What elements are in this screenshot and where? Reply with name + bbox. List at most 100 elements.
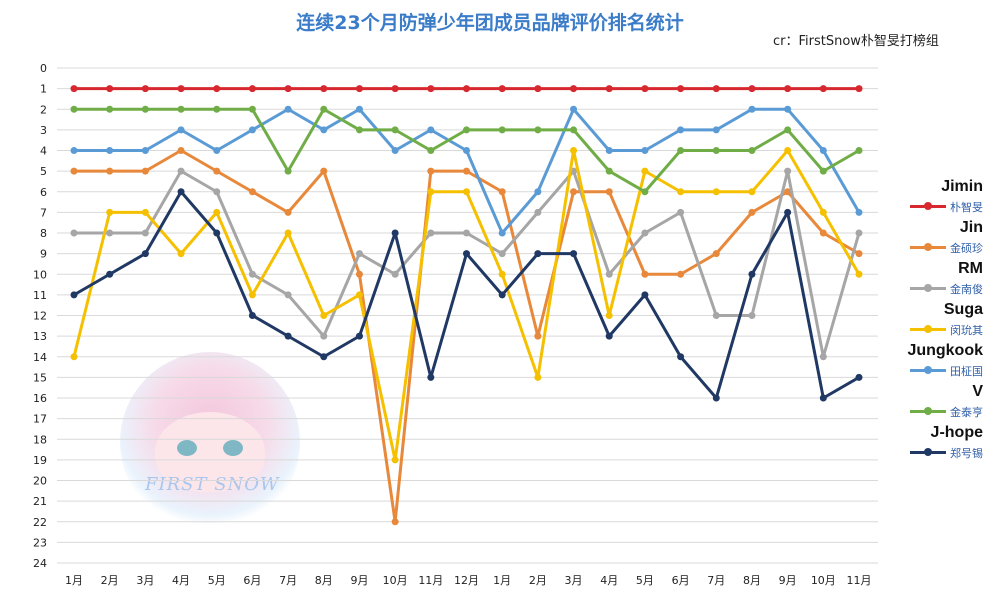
data-point-jungkook [427,126,435,134]
x-tick-label: 10月 [811,574,836,587]
data-point-jin [106,167,114,175]
data-point-j-hope [355,332,363,340]
data-point-jimin [570,85,578,93]
data-point-j-hope [677,353,685,361]
legend-label: Jungkook [907,342,983,359]
data-point-suga [855,270,863,278]
legend-label: J-hope [930,424,983,441]
y-tick-label: 0 [40,62,47,75]
data-point-rm [284,291,292,299]
data-point-suga [463,188,470,196]
data-point-v [712,147,720,154]
data-point-jin [427,167,435,175]
x-tick-label: 10月 [383,574,408,587]
data-point-v [320,105,328,113]
x-tick-label: 7月 [707,574,725,587]
data-point-rm [106,229,114,237]
data-point-jimin [498,85,506,93]
series-line-rm [74,169,861,359]
data-point-rm [355,250,363,258]
data-point-jin [819,229,827,237]
data-point-rm [641,229,649,237]
x-tick-label: 8月 [743,574,761,587]
data-point-v [819,167,827,175]
data-point-suga [177,250,185,258]
data-point-v [70,105,78,113]
data-point-rm [213,188,221,196]
x-tick-label: 5月 [208,574,226,587]
data-point-jin [391,518,399,526]
data-point-jin [320,167,328,175]
x-tick-label: 1月 [493,574,511,587]
data-point-j-hope [248,312,256,319]
data-point-jin [70,167,78,175]
y-tick-label: 22 [33,516,47,529]
legend-item-v: V 金泰亨 [895,383,995,424]
y-tick-label: 21 [33,495,47,508]
data-point-suga [141,208,149,216]
data-point-jimin [320,85,328,93]
data-point-j-hope [284,332,292,340]
data-point-v [748,147,756,154]
legend-swatch-dot [924,202,932,210]
data-point-v [141,105,149,113]
data-point-suga [70,353,78,361]
data-point-j-hope [463,250,470,258]
data-point-j-hope [534,250,542,258]
data-point-jungkook [498,229,506,237]
data-point-rm [391,270,399,278]
data-point-jimin [141,85,149,93]
data-point-rm [320,332,328,340]
chart-title: 连续23个月防弹少年团成员品牌评价排名统计 [296,12,684,34]
data-point-v [248,105,256,113]
data-point-v [177,105,185,113]
data-point-jin [177,147,185,154]
legend-sublabel: 郑号锡 [950,447,983,460]
data-point-jimin [106,85,114,93]
data-point-suga [248,291,256,299]
data-point-suga [427,188,435,196]
x-tick-label: 5月 [636,574,654,587]
data-point-v [784,126,792,134]
legend-item-suga: Suga 闵玧其 [895,301,995,342]
legend-sublabel: 朴智旻 [950,201,983,214]
watermark-eye-right [223,440,243,456]
data-point-jimin [677,85,685,93]
data-point-suga [498,270,506,278]
x-tick-label: 3月 [136,574,154,587]
data-point-rm [819,353,827,361]
x-tick-label: 3月 [565,574,583,587]
legend-swatch-dot [924,366,932,374]
legend-label: RM [958,260,983,277]
data-point-jin [248,188,256,196]
data-point-suga [712,188,720,196]
data-point-jimin [534,85,542,93]
legend-swatch-dot [924,243,932,251]
x-tick-label: 9月 [779,574,797,587]
data-point-jungkook [855,208,863,216]
data-point-rm [712,312,720,319]
data-point-jungkook [534,188,542,196]
y-tick-label: 10 [33,268,47,281]
x-tick-label: 12月 [454,574,479,587]
y-tick-label: 6 [40,186,47,199]
legend-item-rm: RM 金南俊 [895,260,995,301]
data-point-j-hope [605,332,613,340]
data-point-jin [712,250,720,258]
series-line-suga [72,149,861,462]
data-point-jimin [248,85,256,93]
data-point-jimin [284,85,292,93]
data-point-v [570,126,578,134]
data-point-jimin [748,85,756,93]
legend-item-jin: Jin 金硕珍 [895,219,995,260]
data-point-jungkook [677,126,685,134]
data-point-suga [391,456,399,464]
data-point-v [641,188,649,196]
data-point-jimin [70,85,78,93]
data-point-jimin [819,85,827,93]
legend-sublabel: 田柾国 [950,365,983,378]
data-point-jungkook [355,105,363,113]
data-point-jin [677,270,685,278]
data-point-j-hope [570,250,578,258]
